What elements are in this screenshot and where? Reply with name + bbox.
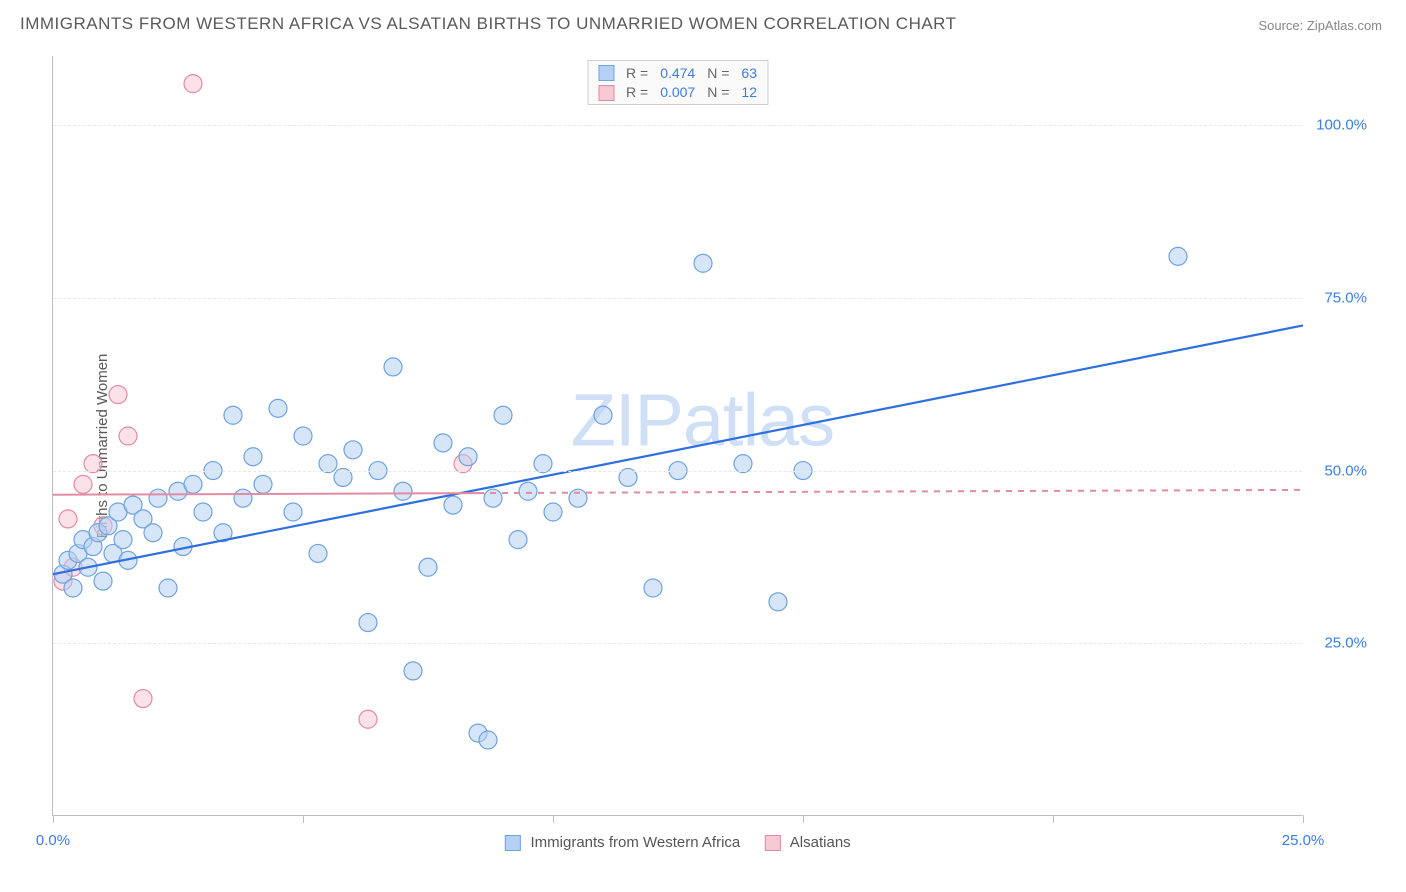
- gridline-h: [53, 298, 1302, 299]
- x-tick: [553, 815, 554, 823]
- trend-line-dashed: [478, 490, 1303, 493]
- data-point: [419, 558, 437, 576]
- data-point: [109, 386, 127, 404]
- data-point: [184, 75, 202, 93]
- gridline-h: [53, 125, 1302, 126]
- data-point: [769, 593, 787, 611]
- data-point: [479, 731, 497, 749]
- scatter-plot: [53, 56, 1302, 815]
- swatch-blue: [598, 65, 614, 81]
- chart-area: ZIPatlas R = 0.474 N = 63 R = 0.007 N = …: [52, 56, 1302, 816]
- data-point: [59, 510, 77, 528]
- data-point: [309, 544, 327, 562]
- data-point: [359, 710, 377, 728]
- data-point: [114, 531, 132, 549]
- data-point: [224, 406, 242, 424]
- data-point: [509, 531, 527, 549]
- r-label-1: R =: [620, 63, 654, 82]
- data-point: [254, 475, 272, 493]
- trend-line: [53, 493, 478, 495]
- n-value-1: 63: [735, 63, 763, 82]
- data-point: [244, 448, 262, 466]
- swatch-blue-2: [504, 835, 520, 851]
- data-point: [594, 406, 612, 424]
- r-label-2: R =: [620, 82, 654, 101]
- data-point: [64, 579, 82, 597]
- data-point: [494, 406, 512, 424]
- data-point: [484, 489, 502, 507]
- data-point: [444, 496, 462, 514]
- data-point: [434, 434, 452, 452]
- data-point: [94, 572, 112, 590]
- data-point: [384, 358, 402, 376]
- data-point: [159, 579, 177, 597]
- x-tick: [53, 815, 54, 823]
- x-tick: [303, 815, 304, 823]
- r-value-1: 0.474: [654, 63, 701, 82]
- data-point: [269, 399, 287, 417]
- y-tick-label: 100.0%: [1316, 117, 1367, 134]
- x-tick: [1303, 815, 1304, 823]
- r-value-2: 0.007: [654, 82, 701, 101]
- series-label-1: Immigrants from Western Africa: [531, 834, 741, 851]
- data-point: [519, 482, 537, 500]
- source-label: Source: ZipAtlas.com: [1258, 18, 1382, 33]
- data-point: [134, 690, 152, 708]
- data-point: [394, 482, 412, 500]
- x-tick-label: 0.0%: [36, 832, 70, 849]
- n-label-1: N =: [701, 63, 735, 82]
- y-tick-label: 50.0%: [1324, 462, 1367, 479]
- data-point: [284, 503, 302, 521]
- gridline-h: [53, 471, 1302, 472]
- legend-correlation: R = 0.474 N = 63 R = 0.007 N = 12: [587, 60, 768, 105]
- y-tick-label: 75.0%: [1324, 289, 1367, 306]
- data-point: [459, 448, 477, 466]
- data-point: [694, 254, 712, 272]
- data-point: [184, 475, 202, 493]
- trend-line: [53, 325, 1303, 574]
- data-point: [1169, 247, 1187, 265]
- data-point: [359, 614, 377, 632]
- data-point: [194, 503, 212, 521]
- gridline-h: [53, 643, 1302, 644]
- x-tick: [1053, 815, 1054, 823]
- swatch-pink: [598, 85, 614, 101]
- legend-series: Immigrants from Western Africa Alsatians: [504, 834, 850, 851]
- data-point: [644, 579, 662, 597]
- x-tick-label: 25.0%: [1282, 832, 1325, 849]
- n-label-2: N =: [701, 82, 735, 101]
- legend-row-2: R = 0.007 N = 12: [592, 82, 763, 101]
- data-point: [74, 475, 92, 493]
- data-point: [294, 427, 312, 445]
- data-point: [144, 524, 162, 542]
- data-point: [149, 489, 167, 507]
- x-tick: [803, 815, 804, 823]
- data-point: [344, 441, 362, 459]
- n-value-2: 12: [735, 82, 763, 101]
- data-point: [404, 662, 422, 680]
- data-point: [234, 489, 252, 507]
- data-point: [544, 503, 562, 521]
- y-tick-label: 25.0%: [1324, 635, 1367, 652]
- swatch-pink-2: [764, 835, 780, 851]
- series-label-2: Alsatians: [790, 834, 851, 851]
- data-point: [119, 427, 137, 445]
- chart-title: IMMIGRANTS FROM WESTERN AFRICA VS ALSATI…: [20, 14, 957, 34]
- legend-row-1: R = 0.474 N = 63: [592, 63, 763, 82]
